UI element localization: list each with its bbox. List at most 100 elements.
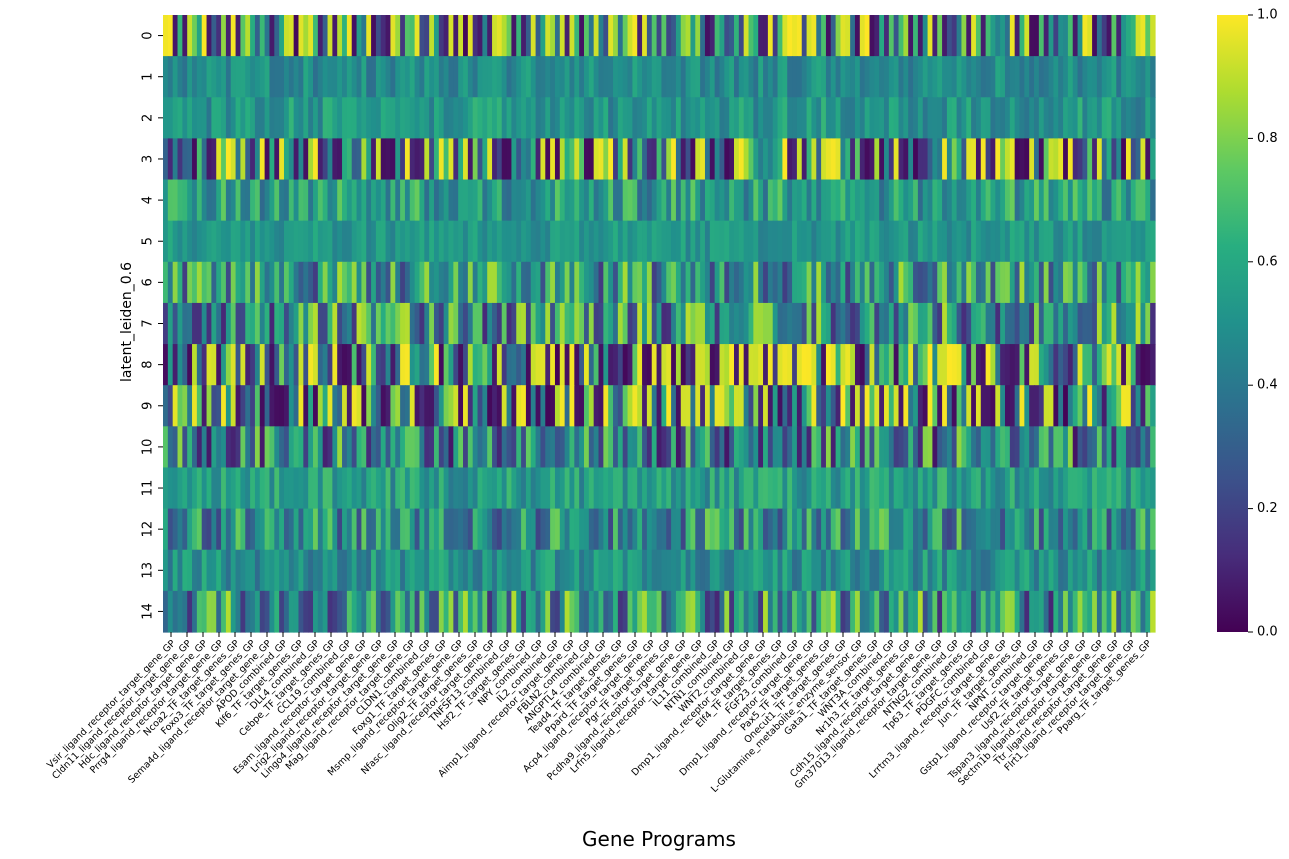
heatmap-cell: [390, 426, 396, 469]
heatmap-cell: [1092, 97, 1098, 139]
heatmap-cell: [821, 508, 827, 551]
heatmap-cell: [216, 344, 222, 386]
heatmap-cell: [1082, 220, 1088, 263]
heatmap-cell: [274, 15, 280, 57]
heatmap-cell: [1082, 302, 1088, 345]
heatmap-cell: [700, 302, 706, 345]
heatmap-cell: [1140, 261, 1146, 304]
heatmap-cell: [1077, 138, 1084, 181]
heatmap-cell: [1140, 179, 1146, 222]
heatmap-cell: [172, 97, 179, 139]
heatmap-cell: [787, 302, 793, 345]
heatmap-cell: [182, 138, 188, 181]
heatmap-cell: [738, 179, 745, 222]
heatmap-cell: [859, 549, 866, 592]
heatmap-cell: [177, 138, 183, 181]
heatmap-cell: [1130, 508, 1137, 551]
heatmap-cell: [477, 220, 483, 263]
heatmap-cell: [898, 15, 904, 57]
heatmap-cell: [240, 261, 246, 304]
heatmap-cell: [511, 426, 517, 469]
heatmap-cell: [429, 97, 435, 139]
heatmap-cell: [1029, 179, 1035, 222]
heatmap-cell: [472, 590, 479, 633]
heatmap-cell: [1092, 220, 1098, 263]
heatmap-cell: [448, 302, 454, 345]
heatmap-cell: [342, 426, 348, 469]
heatmap-cell: [961, 508, 967, 551]
heatmap-cell: [409, 15, 416, 57]
heatmap-cell: [704, 549, 711, 592]
heatmap-cell: [690, 179, 696, 222]
heatmap-cell: [946, 344, 953, 386]
heatmap-cell: [608, 15, 614, 57]
heatmap-cell: [492, 138, 498, 181]
heatmap-cell: [680, 590, 687, 633]
heatmap-cell: [980, 56, 987, 98]
heatmap-cell: [230, 261, 237, 304]
heatmap-cell: [1004, 15, 1011, 57]
heatmap-cell: [230, 138, 237, 181]
heatmap-cell: [559, 220, 566, 263]
heatmap-cell: [932, 15, 938, 57]
heatmap-cell: [845, 426, 851, 469]
heatmap-cell: [506, 590, 513, 633]
heatmap-cell: [903, 302, 909, 345]
heatmap-cell: [322, 56, 329, 98]
y-tick-label: 6: [141, 278, 156, 286]
heatmap-cell: [961, 179, 967, 222]
heatmap-cell: [913, 220, 919, 263]
heatmap-cell: [443, 15, 450, 57]
heatmap-cell: [898, 97, 904, 139]
heatmap-cell: [187, 549, 193, 592]
heatmap-cell: [864, 508, 871, 551]
heatmap-cell: [1135, 97, 1142, 139]
heatmap-cell: [830, 179, 837, 222]
heatmap-cell: [240, 344, 246, 386]
heatmap-cell: [472, 467, 479, 510]
heatmap-cell: [293, 56, 300, 98]
heatmap-cell: [603, 302, 609, 345]
heatmap-cell: [864, 56, 871, 98]
heatmap-cell: [1111, 97, 1117, 139]
heatmap-cell: [225, 138, 232, 181]
heatmap-cell: [593, 467, 600, 510]
heatmap-cell: [637, 508, 643, 551]
heatmap-cell: [922, 179, 929, 222]
heatmap-cell: [1029, 467, 1035, 510]
heatmap-cell: [511, 549, 517, 592]
heatmap-cell: [675, 220, 682, 263]
heatmap-cell: [709, 302, 716, 345]
heatmap-cell: [1063, 467, 1069, 510]
heatmap-cell: [671, 590, 677, 633]
heatmap-cell: [835, 302, 842, 345]
heatmap-cell: [1063, 549, 1069, 592]
heatmap-cell: [729, 56, 735, 98]
heatmap-cell: [787, 385, 793, 427]
heatmap-cell: [593, 97, 600, 139]
heatmap-cell: [313, 590, 319, 633]
heatmap-cell: [574, 261, 580, 304]
heatmap-cell: [269, 467, 275, 510]
heatmap-cell: [366, 179, 372, 222]
heatmap-cell: [758, 590, 764, 633]
heatmap-cell: [801, 344, 808, 386]
heatmap-cell: [956, 590, 963, 633]
heatmap-cell: [201, 508, 208, 551]
heatmap-cell: [738, 138, 745, 181]
heatmap-cell: [448, 467, 454, 510]
heatmap-cell: [854, 508, 861, 551]
heatmap-cell: [1053, 344, 1059, 386]
heatmap-cell: [351, 56, 358, 98]
heatmap-cell: [1087, 467, 1093, 510]
heatmap-cell: [1087, 302, 1093, 345]
heatmap-cell: [1048, 467, 1054, 510]
heatmap-cell: [985, 467, 992, 510]
heatmap-cell: [337, 590, 343, 633]
heatmap-cell: [792, 385, 798, 427]
heatmap-cell: [937, 138, 943, 181]
heatmap-cell: [472, 138, 479, 181]
heatmap-cell: [646, 590, 653, 633]
heatmap-cell: [1029, 220, 1035, 263]
heatmap-cell: [201, 344, 208, 386]
